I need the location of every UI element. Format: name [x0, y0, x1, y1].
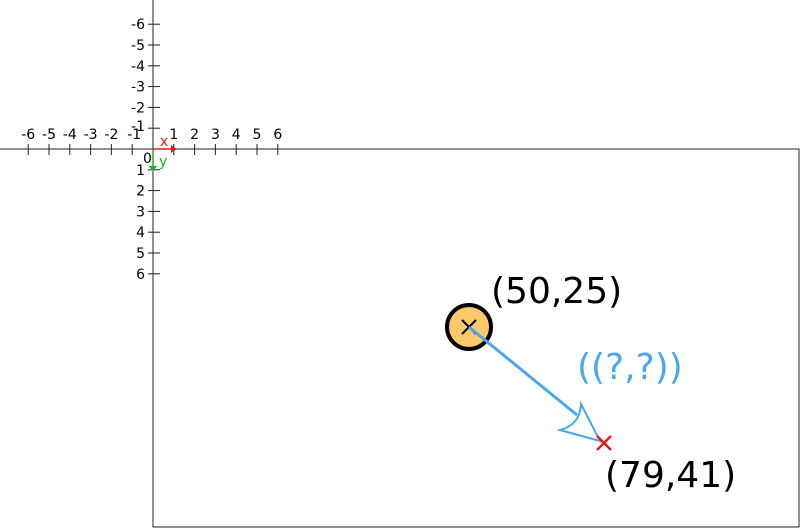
y-tick-label: -1 — [131, 119, 145, 135]
y-direction-arrow — [149, 149, 157, 172]
x-direction-arrow — [153, 145, 177, 153]
x-tick-label: 2 — [190, 127, 199, 143]
y-tick-label: -6 — [131, 17, 145, 33]
x-tick-label: -1 — [127, 127, 141, 143]
y-axis-ticks: -6 -5 -4 -3 -2 -1 1 2 3 4 5 6 — [131, 17, 160, 283]
x-tick-label: 4 — [232, 127, 241, 143]
x-tick-label: 3 — [211, 127, 220, 143]
x-tick-label: -2 — [104, 127, 118, 143]
x-tick-label: -3 — [84, 127, 98, 143]
y-tick-label: -3 — [131, 80, 145, 96]
end-point-cross-icon[interactable] — [596, 435, 612, 451]
y-tick-label: -4 — [131, 59, 145, 75]
canvas-frame — [152, 148, 800, 528]
y-tick-label: 6 — [136, 267, 145, 283]
vector-label: ((?,?)) — [577, 347, 683, 388]
origin-label: 0 — [143, 151, 152, 167]
y-tick-label: -2 — [131, 100, 145, 116]
x-tick-label: -5 — [42, 127, 56, 143]
y-tick-label: -5 — [131, 38, 145, 54]
x-tick-label: 6 — [273, 127, 282, 143]
x-tick-label: -6 — [21, 127, 35, 143]
y-tick-label: 4 — [136, 225, 145, 241]
y-tick-label: 5 — [136, 246, 145, 262]
x-tick-label: 5 — [253, 127, 262, 143]
x-tick-label: 1 — [169, 127, 178, 143]
y-tick-label: 1 — [136, 163, 145, 179]
y-axis-label: y — [159, 154, 167, 170]
y-tick-label: 3 — [136, 204, 145, 220]
move-vector-arrow — [468, 325, 602, 443]
end-point-label: (79,41) — [605, 455, 736, 496]
x-axis-ticks: -6 -5 -4 -3 -2 -1 1 2 3 4 5 6 — [21, 127, 282, 155]
x-tick-label: -4 — [63, 127, 77, 143]
y-tick-label: 2 — [136, 184, 145, 200]
x-axis-label: x — [160, 134, 168, 150]
start-point-label: (50,25) — [491, 271, 622, 312]
